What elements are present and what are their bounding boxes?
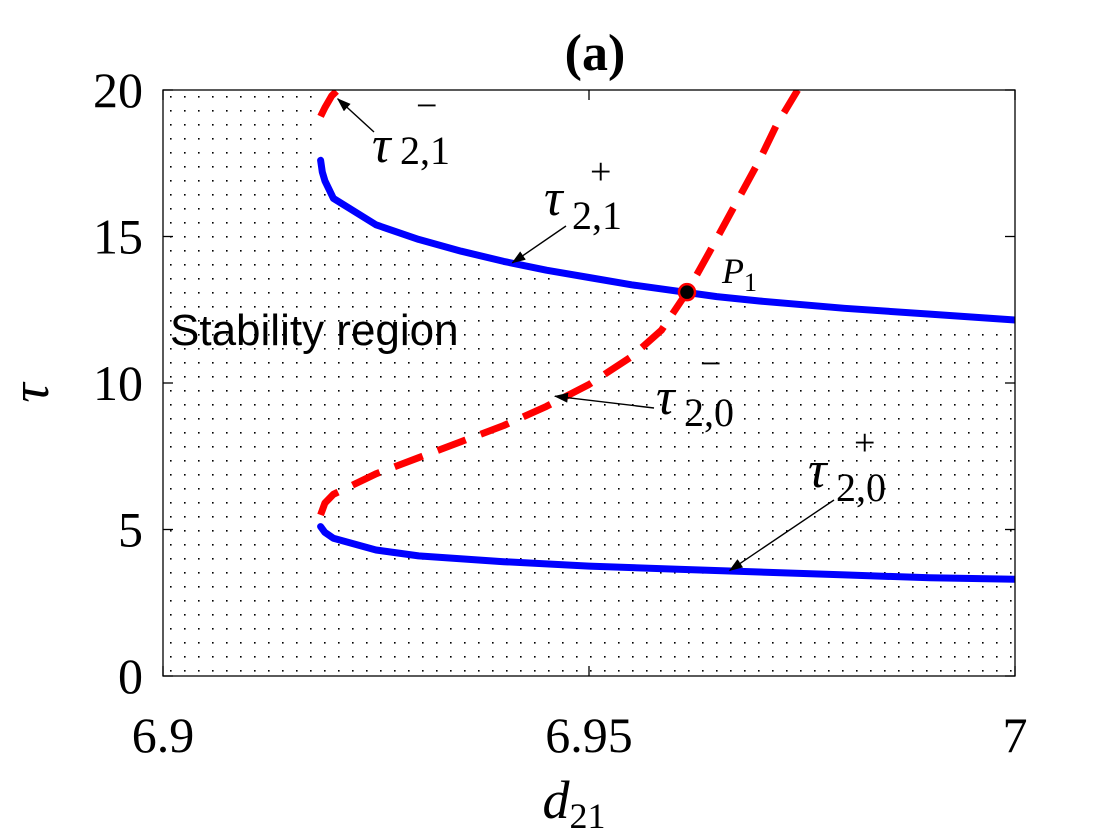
- y-tick-label: 15: [93, 209, 143, 265]
- curves: [317, 90, 1015, 583]
- region-label: Stability region: [170, 306, 459, 355]
- point-label-base: P: [721, 251, 744, 291]
- x-axis-label-base: d: [543, 770, 571, 830]
- x-tick-label: 7: [1003, 707, 1028, 763]
- stability-region-dots: [170, 96, 1012, 672]
- label-tau20plus-sup: +: [854, 422, 875, 464]
- label-tau20minus-sup: −: [700, 343, 721, 385]
- point-p1: [677, 282, 697, 302]
- label-tau21minus-sub: 2,1: [400, 128, 450, 173]
- y-axis-label: τ: [0, 382, 60, 403]
- label-tau21plus-sub: 2,1: [572, 193, 622, 238]
- label-tau21plus-sup: +: [590, 151, 611, 193]
- y-tick-label: 20: [93, 62, 143, 118]
- label-tau20plus: τ +2,0: [808, 422, 886, 510]
- y-tick-label: 5: [118, 502, 143, 558]
- x-axis-label-sub: 21: [570, 796, 606, 836]
- label-tau20plus-sub: 2,0: [836, 465, 886, 510]
- axis-ticks: 6.9 6.95 7 0 5 10 15 20: [93, 62, 1028, 763]
- label-tau20minus-base: τ: [656, 369, 677, 426]
- label-tau21minus-sup: −: [416, 85, 437, 127]
- label-tau20minus: τ− 2,0: [656, 343, 734, 435]
- annotation-arrows: [336, 98, 835, 572]
- series-tau21plus: [317, 156, 1015, 324]
- x-tick-label: 6.9: [132, 707, 195, 763]
- point-label-sub: 1: [744, 268, 757, 297]
- arrow-tau21minus: [336, 98, 375, 133]
- chart-title: (a): [565, 25, 626, 82]
- label-tau20plus-base: τ: [808, 442, 829, 499]
- arrow-tau20plus: [728, 499, 835, 572]
- label-tau21plus-base: τ: [544, 170, 565, 227]
- arrow-tau20minus: [553, 392, 655, 409]
- series-tau20plus: [317, 523, 1015, 583]
- x-tick-label: 6.95: [545, 707, 633, 763]
- x-axis-label: d21: [543, 770, 606, 836]
- y-tick-label: 0: [118, 648, 143, 704]
- label-tau21minus-base: τ: [372, 117, 393, 174]
- point-layer: [677, 282, 697, 302]
- point-label: P1: [721, 251, 757, 297]
- series-tau20minus: [317, 90, 801, 517]
- label-tau21plus: τ +2,1: [544, 151, 622, 238]
- label-tau20minus-sub: 2,0: [684, 390, 734, 435]
- y-tick-label: 10: [93, 355, 143, 411]
- region-dot-grid: [170, 96, 1012, 672]
- arrow-tau21plus: [511, 225, 567, 264]
- series-tau21minus: [317, 90, 341, 118]
- label-tau21minus: τ− 2,1: [372, 85, 450, 174]
